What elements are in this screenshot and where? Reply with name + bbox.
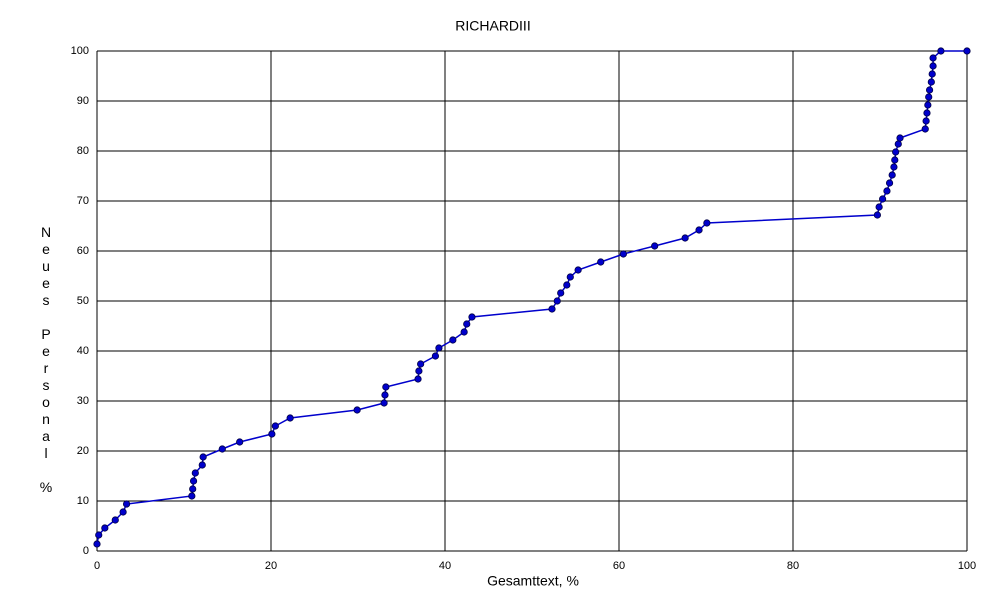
x-tick-label: 60 [613, 560, 625, 572]
data-point [695, 226, 703, 234]
y-tick-label: 70 [77, 195, 89, 207]
data-point [681, 234, 689, 242]
data-point [463, 320, 471, 328]
data-point [119, 508, 127, 516]
data-point [191, 469, 199, 477]
x-tick-label: 100 [958, 560, 976, 572]
data-point [95, 531, 103, 539]
data-point [925, 86, 934, 94]
x-tick-label: 40 [439, 560, 451, 572]
y-tick-label: 30 [77, 395, 89, 407]
data-point [382, 383, 390, 391]
data-point [894, 140, 902, 148]
data-point [468, 313, 476, 321]
data-point [619, 250, 627, 258]
data-point [922, 117, 930, 125]
data-point [963, 47, 971, 55]
data-point [921, 125, 929, 133]
data-point [415, 367, 423, 375]
data-point [111, 516, 119, 524]
data-point [189, 477, 198, 485]
y-axis-label: Neues Personal % [38, 224, 54, 496]
data-point [188, 492, 196, 500]
data-point [924, 101, 932, 109]
data-point [892, 148, 900, 156]
data-point [566, 273, 574, 281]
data-point [431, 352, 440, 360]
y-tick-label: 100 [71, 45, 89, 57]
data-point [548, 305, 556, 313]
y-tick-label: 10 [77, 495, 89, 507]
chart-title: RICHARDIII [455, 18, 530, 34]
data-point [381, 391, 389, 399]
data-point [93, 540, 101, 548]
data-point [199, 453, 207, 461]
data-point [928, 70, 936, 78]
y-tick-label: 80 [77, 145, 89, 157]
data-point [925, 93, 933, 101]
data-point [286, 414, 294, 422]
data-point [553, 297, 561, 305]
x-tick-label: 0 [94, 560, 100, 572]
data-point [923, 109, 931, 117]
data-point [890, 163, 898, 171]
data-point [236, 438, 244, 446]
x-tick-label: 20 [265, 560, 277, 572]
data-point [198, 461, 206, 469]
data-point [268, 430, 276, 438]
data-point [896, 134, 904, 142]
data-point [929, 54, 937, 62]
data-point [189, 485, 197, 493]
data-point [353, 406, 361, 414]
data-point [417, 360, 425, 368]
y-tick-label: 50 [77, 295, 89, 307]
data-point [883, 187, 891, 195]
x-tick-label: 80 [787, 560, 799, 572]
data-point [873, 211, 881, 219]
y-tick-label: 60 [77, 245, 89, 257]
data-point [449, 336, 457, 344]
data-line [96, 50, 967, 545]
y-tick-label: 90 [77, 95, 89, 107]
data-point [557, 289, 565, 297]
data-point [879, 195, 887, 203]
data-point [891, 156, 899, 164]
data-point [380, 399, 388, 407]
data-point [885, 179, 894, 187]
data-point [101, 524, 109, 532]
data-point [435, 344, 443, 352]
x-axis-label: Gesamttext, % [487, 573, 579, 589]
data-point [927, 78, 935, 86]
data-point [929, 62, 937, 70]
data-point [875, 203, 883, 211]
y-tick-label: 0 [83, 545, 89, 557]
data-point [597, 258, 605, 266]
data-point [460, 328, 468, 336]
data-point [563, 281, 571, 289]
data-point [651, 242, 659, 250]
data-point [703, 219, 711, 227]
data-point [414, 375, 422, 383]
y-tick-label: 40 [77, 345, 89, 357]
data-point [574, 266, 582, 274]
data-point [937, 47, 945, 55]
y-tick-label: 20 [77, 445, 89, 457]
data-point [218, 445, 226, 453]
data-point [271, 422, 279, 430]
data-point [888, 171, 896, 179]
data-point [122, 500, 131, 508]
